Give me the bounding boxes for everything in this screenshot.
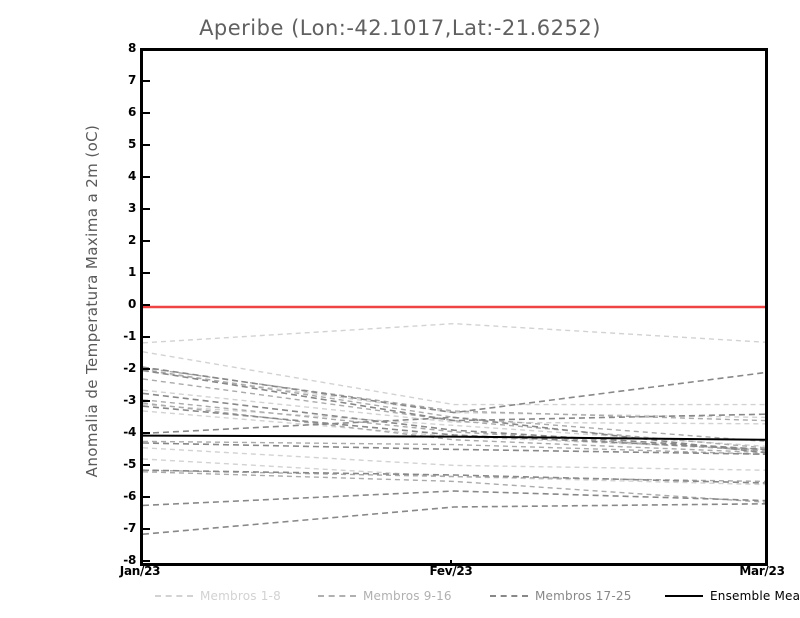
y-axis-tick-mark (143, 336, 150, 338)
ensemble-mean-line (143, 434, 765, 441)
member-line (143, 405, 765, 451)
y-axis-tick-label: -8 (123, 553, 136, 567)
legend-line-swatch (318, 595, 356, 597)
y-axis-tick-mark (143, 432, 150, 434)
y-axis-tick-mark (143, 496, 150, 498)
member-line (143, 490, 765, 507)
legend-entry[interactable]: Membros 1-8 (155, 586, 281, 606)
y-axis-tick-label: 6 (127, 105, 136, 119)
x-axis-tick-label: Jan/23 (119, 564, 161, 578)
y-axis-tick-label: -6 (123, 489, 136, 503)
x-axis-tick-label: Fev/23 (429, 564, 473, 578)
y-axis-tick-mark (143, 304, 150, 306)
x-axis-tick-mark (450, 560, 452, 566)
chart-legend: Membros 1-8 Membros 9-16 Membros 17-25 Ense… (140, 586, 800, 606)
y-axis-tick-mark (143, 400, 150, 402)
member-line (143, 458, 765, 486)
y-axis-tick-mark (143, 528, 150, 530)
plot-inner (143, 51, 765, 563)
legend-entry[interactable]: Ensemble Mean (665, 586, 800, 606)
y-axis-tick-label: 2 (127, 233, 136, 247)
legend-line-swatch (490, 595, 528, 597)
legend-label: Ensemble Mean (710, 589, 800, 603)
y-axis-tick-mark (143, 112, 150, 114)
y-axis-tick-label: 8 (127, 41, 136, 55)
series-canvas (143, 305, 765, 535)
y-axis-tick-label: 4 (127, 169, 136, 183)
legend-line-swatch (665, 595, 703, 597)
x-axis-tick-label: Mar/23 (739, 564, 785, 578)
legend-label: Membros 17-25 (535, 589, 632, 603)
legend-label: Membros 1-8 (200, 589, 281, 603)
y-axis-tick-label: 7 (127, 73, 136, 87)
legend-label: Membros 9-16 (363, 589, 452, 603)
y-axis-tick-label: 3 (127, 201, 136, 215)
member-line (143, 392, 765, 451)
legend-entry[interactable]: Membros 9-16 (318, 586, 452, 606)
y-axis-tick-label: 5 (127, 137, 136, 151)
y-axis-tick-labels: 8 7 6 5 4 3 2 1 0 -1 -2 -3 -4 -5 -6 -7 -8 (96, 41, 136, 567)
y-axis-tick-mark (143, 240, 150, 242)
member-line (143, 369, 765, 422)
member-line (143, 368, 765, 443)
chart-title: Aperibe (Lon:-42.1017,Lat:-21.6252) (199, 16, 601, 40)
member-line (143, 471, 765, 503)
y-axis-tick-mark (143, 80, 150, 82)
y-axis-tick-label: -2 (123, 361, 136, 375)
y-axis-tick-mark (143, 272, 150, 274)
y-axis-tick-label: -1 (123, 329, 136, 343)
member-line (143, 351, 765, 406)
y-axis-tick-label: -3 (123, 393, 136, 407)
legend-entry[interactable]: Membros 17-25 (490, 586, 632, 606)
member-line (143, 416, 765, 454)
member-line (143, 366, 765, 414)
y-axis-tick-mark (143, 560, 150, 562)
member-line (143, 442, 765, 455)
y-axis-tick-label: 1 (127, 265, 136, 279)
y-axis-tick-mark (143, 464, 150, 466)
member-line (143, 469, 765, 484)
legend-line-swatch (155, 595, 193, 597)
member-line (143, 403, 765, 447)
y-axis-tick-mark (143, 208, 150, 210)
y-axis-tick-mark (143, 176, 150, 178)
y-axis-tick-label: -5 (123, 457, 136, 471)
y-axis-tick-mark (143, 368, 150, 370)
y-axis-tick-mark (143, 48, 150, 50)
y-axis-tick-label: -7 (123, 521, 136, 535)
member-line (143, 503, 765, 535)
y-axis-tick-label: 0 (127, 297, 136, 311)
plot-area (140, 48, 768, 566)
member-line (143, 322, 765, 344)
member-line (143, 440, 765, 455)
y-axis-tick-mark (143, 144, 150, 146)
y-axis-tick-label: -4 (123, 425, 136, 439)
member-line (143, 447, 765, 471)
